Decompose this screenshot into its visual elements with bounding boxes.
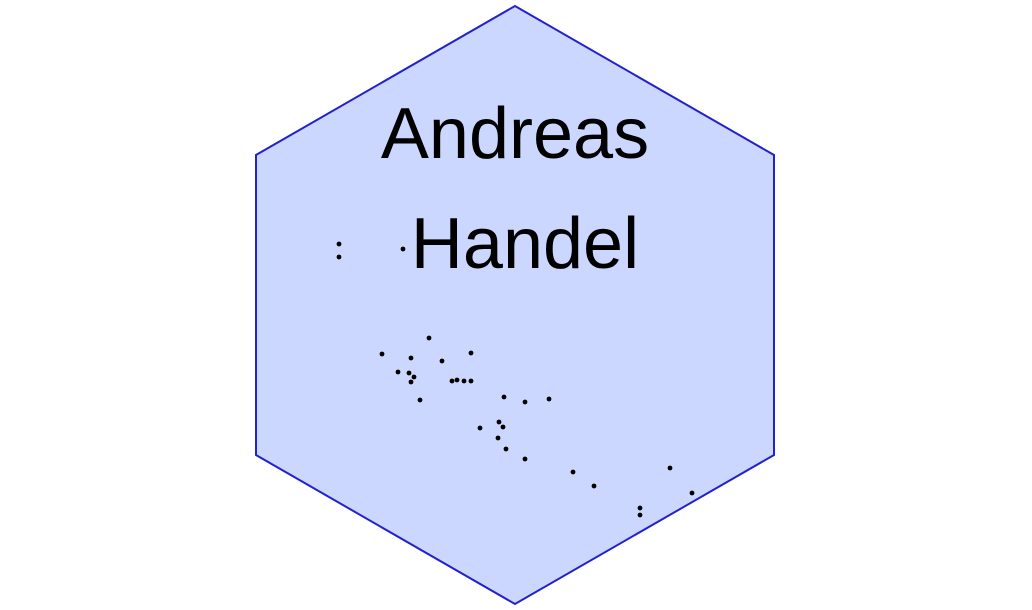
scatter-dot [411, 374, 417, 380]
scatter-dot [495, 435, 501, 441]
scatter-dot [336, 254, 342, 260]
scatter-dot [408, 355, 414, 361]
scatter-dot [500, 424, 506, 430]
scatter-dot [637, 512, 643, 518]
scatter-dot [336, 241, 342, 247]
scatter-dot [417, 397, 423, 403]
hexagon-shape [255, 4, 775, 606]
scatter-dot [379, 351, 385, 357]
scatter-dot [570, 469, 576, 475]
scatter-dot [503, 446, 509, 452]
scatter-dot [522, 456, 528, 462]
scatter-dot [408, 379, 414, 385]
scatter-dot [439, 358, 445, 364]
scatter-dot [637, 505, 643, 511]
scatter-dot [477, 425, 483, 431]
scatter-dot [468, 350, 474, 356]
scatter-dot [546, 396, 552, 402]
scatter-dot [591, 483, 597, 489]
name-line-1: Andreas [381, 94, 649, 174]
name-line-2: Handel [411, 204, 639, 284]
scatter-dot [406, 370, 412, 376]
scatter-dots [336, 241, 695, 518]
scatter-dot [496, 419, 502, 425]
scatter-dot [395, 369, 401, 375]
scatter-dot [449, 378, 455, 384]
scatter-dot [522, 399, 528, 405]
scatter-dot [501, 394, 507, 400]
scatter-dot [426, 335, 432, 341]
scatter-dot [454, 377, 460, 383]
scatter-dot [468, 378, 474, 384]
scatter-dot [400, 246, 406, 252]
scatter-dot [689, 490, 695, 496]
scatter-dot [667, 465, 673, 471]
scatter-dot [461, 378, 467, 384]
